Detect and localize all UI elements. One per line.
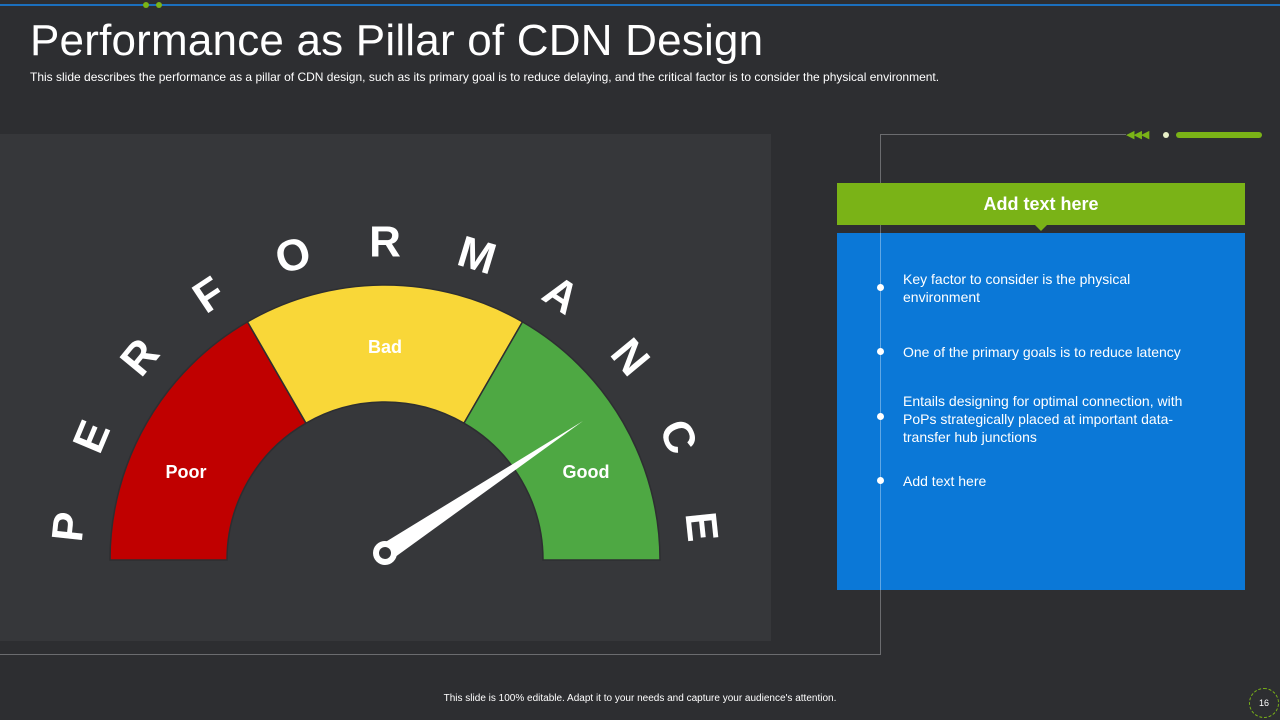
page-number-badge: 16 [1249, 688, 1279, 718]
top-dot-icon [156, 2, 162, 8]
arc-letter: P [43, 510, 95, 544]
page-title: Performance as Pillar of CDN Design [30, 16, 764, 65]
gauge-segment-good [462, 320, 661, 561]
arc-letter: C [649, 413, 706, 461]
top-dot-icon [143, 2, 149, 8]
bullet-text: Add text here [903, 473, 987, 489]
frame-line-overlay [880, 233, 881, 590]
bullet-text: One of the primary goals is to reduce la… [903, 344, 1181, 360]
frame-line-top [880, 134, 1126, 135]
gauge-needle [379, 421, 583, 560]
page-subtitle: This slide describes the performance as … [30, 70, 940, 84]
arc-letter: R [369, 218, 401, 267]
footer-note: This slide is 100% editable. Adapt it to… [443, 693, 837, 704]
arc-letter: O [270, 227, 317, 284]
gauge-pivot-hole [379, 547, 391, 559]
top-rule [0, 4, 1280, 6]
gauge-label-bad: Bad [368, 337, 402, 357]
gauge-segment-poor [109, 320, 308, 561]
arc-letter: N [601, 329, 659, 385]
accent-dot-icon [1163, 132, 1169, 138]
header-pointer-icon [1035, 225, 1047, 231]
info-box-body: Key factor to consider is the physical e… [837, 233, 1245, 590]
bullet-dot-icon [877, 284, 884, 291]
gauge-label-poor: Poor [165, 462, 206, 482]
bullet-text: Entails designing for optimal connection… [903, 393, 1183, 445]
arc-letter: R [111, 329, 169, 385]
arc-letter: A [534, 266, 588, 324]
gauge-label-good: Good [563, 462, 610, 482]
arc-letter: E [64, 414, 121, 460]
bullet-dot-icon [877, 413, 884, 420]
triple-arrow-icon: ◀◀◀ [1126, 129, 1149, 141]
arc-letter: E [675, 510, 727, 544]
bullet-dot-icon [877, 348, 884, 355]
arc-letter: M [452, 227, 501, 285]
arc-letter: F [184, 267, 234, 323]
accent-bar [1176, 132, 1262, 138]
bullet-text: Key factor to consider is the physical e… [903, 271, 1131, 305]
info-box-header: Add text here [837, 183, 1245, 225]
frame-line-bottom [0, 654, 881, 655]
bullet-dot-icon [877, 477, 884, 484]
gauge-segment-bad [246, 284, 524, 425]
